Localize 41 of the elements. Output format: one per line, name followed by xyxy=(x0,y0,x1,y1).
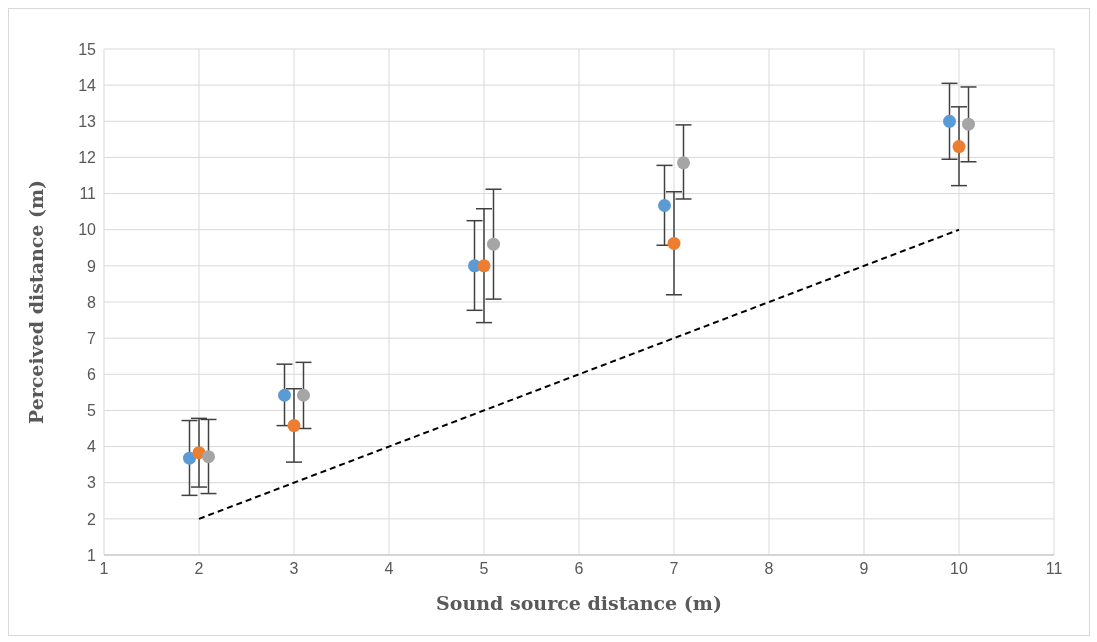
x-tick-label: 5 xyxy=(479,560,489,578)
point xyxy=(667,236,681,250)
y-tick-label: 6 xyxy=(87,365,97,383)
point xyxy=(278,388,291,402)
point xyxy=(962,117,975,131)
point xyxy=(943,114,956,128)
x-tick-label: 4 xyxy=(384,560,394,578)
y-tick-label: 15 xyxy=(78,40,97,58)
y-tick-label: 12 xyxy=(78,149,97,167)
point xyxy=(677,156,690,170)
point xyxy=(477,259,491,273)
point xyxy=(658,199,671,212)
y-tick-label: 4 xyxy=(87,438,97,456)
y-tick-label: 11 xyxy=(79,185,97,203)
y-tick-label: 1 xyxy=(87,546,97,564)
x-tick-label: 11 xyxy=(1045,560,1063,578)
x-tick-label: 2 xyxy=(194,560,204,578)
x-tick-label: 10 xyxy=(950,560,968,578)
y-tick-label: 3 xyxy=(87,474,97,492)
point xyxy=(487,237,500,251)
y-tick-label: 5 xyxy=(87,402,97,420)
point xyxy=(952,140,966,154)
point xyxy=(287,419,301,433)
x-tick-label: 1 xyxy=(99,560,109,578)
point xyxy=(183,451,196,465)
y-axis-title: Perceived distance (m) xyxy=(24,179,47,425)
x-axis-title: Sound source distance (m) xyxy=(436,592,722,614)
x-tick-label: 8 xyxy=(764,560,774,578)
y-tick-label: 8 xyxy=(87,293,97,311)
y-tick-label: 10 xyxy=(78,221,97,239)
y-tick-label: 9 xyxy=(87,257,97,275)
y-tick-label: 7 xyxy=(87,329,97,347)
x-tick-label: 7 xyxy=(669,560,679,578)
y-tick-label: 14 xyxy=(78,76,97,94)
point xyxy=(202,450,215,464)
x-tick-label: 9 xyxy=(859,560,869,578)
y-tick-label: 2 xyxy=(87,510,97,528)
point xyxy=(297,388,310,402)
x-tick-label: 3 xyxy=(289,560,299,578)
x-tick-label: 6 xyxy=(574,560,584,578)
y-tick-label: 13 xyxy=(78,112,97,130)
